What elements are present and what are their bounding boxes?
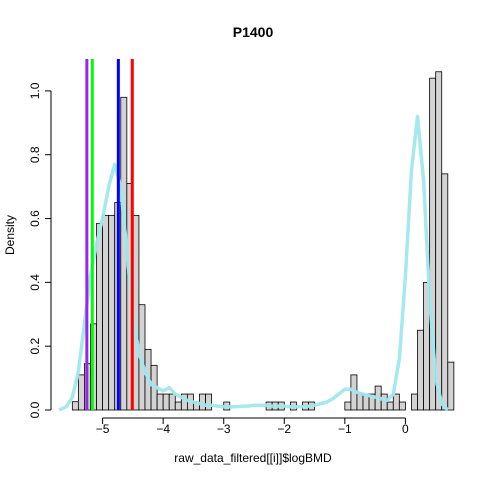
x-axis: −5 −4 −3 −2 −1 0 <box>96 417 409 436</box>
x-axis-label: raw_data_filtered[[i]]$logBMD <box>174 451 332 465</box>
histogram-bar <box>356 393 364 411</box>
histogram-bar <box>447 361 455 411</box>
histogram-bar <box>386 401 394 411</box>
histogram-bar <box>77 374 85 411</box>
density-curve <box>58 114 450 412</box>
y-tick-label: 0.4 <box>28 274 42 291</box>
x-tick-label: −5 <box>96 422 110 436</box>
histogram-bar <box>168 393 176 411</box>
histogram-bar <box>199 393 206 411</box>
histogram-bar <box>380 393 388 411</box>
x-tick-label: −4 <box>156 422 170 436</box>
histogram-bar <box>435 71 443 411</box>
histogram-bar <box>102 214 110 411</box>
histogram-bar <box>108 214 116 411</box>
histogram-bar <box>96 222 104 411</box>
histogram-bar <box>344 401 352 411</box>
reference-lines <box>85 59 134 410</box>
histogram-bar <box>441 173 449 411</box>
x-tick-label: −3 <box>217 422 231 436</box>
histogram-bar <box>398 401 406 411</box>
y-axis: 0.0 0.2 0.4 0.6 0.8 1.0 <box>28 82 52 418</box>
histogram-bar <box>205 393 213 411</box>
y-tick-label: 0.8 <box>28 146 42 163</box>
histogram-bar <box>174 401 182 411</box>
histogram-bar <box>162 393 170 411</box>
x-tick-label: −1 <box>338 422 352 436</box>
x-tick-label: −2 <box>277 422 291 436</box>
histogram-bar <box>71 401 79 411</box>
y-axis-label: Density <box>3 215 17 255</box>
y-tick-label: 0.2 <box>28 338 42 355</box>
chart-title: P1400 <box>233 24 274 40</box>
x-tick-label: 0 <box>402 422 409 436</box>
histogram-bar <box>417 329 424 411</box>
y-tick-label: 0.6 <box>28 210 42 227</box>
histogram-bar <box>156 393 164 411</box>
histogram-bar <box>392 393 400 411</box>
density-curve-layer <box>58 114 450 412</box>
histogram-bar <box>411 393 418 411</box>
y-tick-label: 0.0 <box>28 401 42 418</box>
histogram-bars <box>71 71 455 411</box>
y-tick-label: 1.0 <box>28 82 42 99</box>
